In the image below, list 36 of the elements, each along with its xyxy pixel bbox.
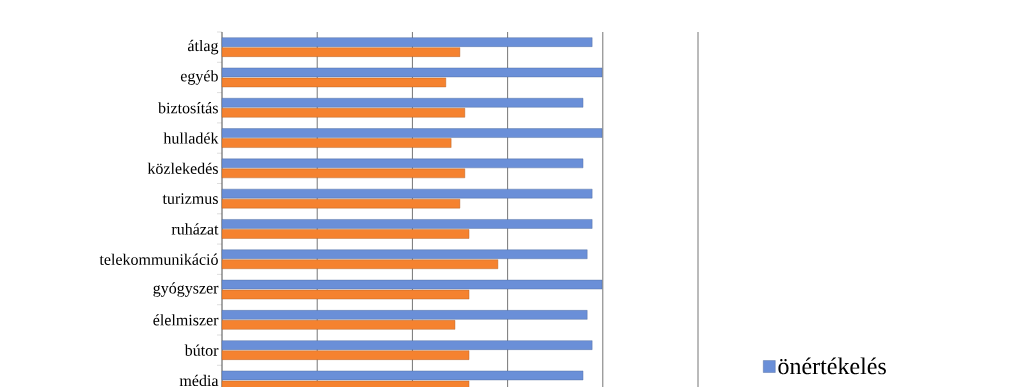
y-tick-label: élelmiszer [153,314,219,326]
y-tick-label: telekommunikáció [99,253,218,265]
bar [221,279,603,290]
bar [221,198,461,209]
bar [221,289,470,300]
y-tick-label: bútor [184,344,219,356]
bar [221,249,588,259]
bar [221,310,588,320]
bar [221,259,499,269]
bar [221,158,584,169]
bar [221,128,603,138]
y-tick-label: biztosítás [158,102,218,114]
y-tick-label: hulladék [163,132,219,144]
bar [221,229,470,239]
bar [221,98,584,108]
y-tick-label: közlekedés [147,162,218,174]
bar [221,37,593,47]
legend-label: önértékelés [778,357,886,375]
bar [221,320,456,330]
y-tick-label: gyógyszer [153,282,219,297]
bar [221,370,584,381]
bar [221,168,466,179]
bar [221,340,593,350]
bar [221,77,447,88]
bar [221,108,466,118]
bar [221,219,593,229]
bar [221,350,470,360]
bar [221,138,452,148]
y-tick-label: turizmus [162,193,218,205]
y-tick-label: ruházat [171,223,219,235]
bar [221,47,461,57]
bar [221,188,593,199]
y-tick-label: egyéb [180,70,218,85]
y-tick-label: média [179,374,219,387]
y-tick-label: átlag [187,39,219,55]
bar [221,67,603,78]
